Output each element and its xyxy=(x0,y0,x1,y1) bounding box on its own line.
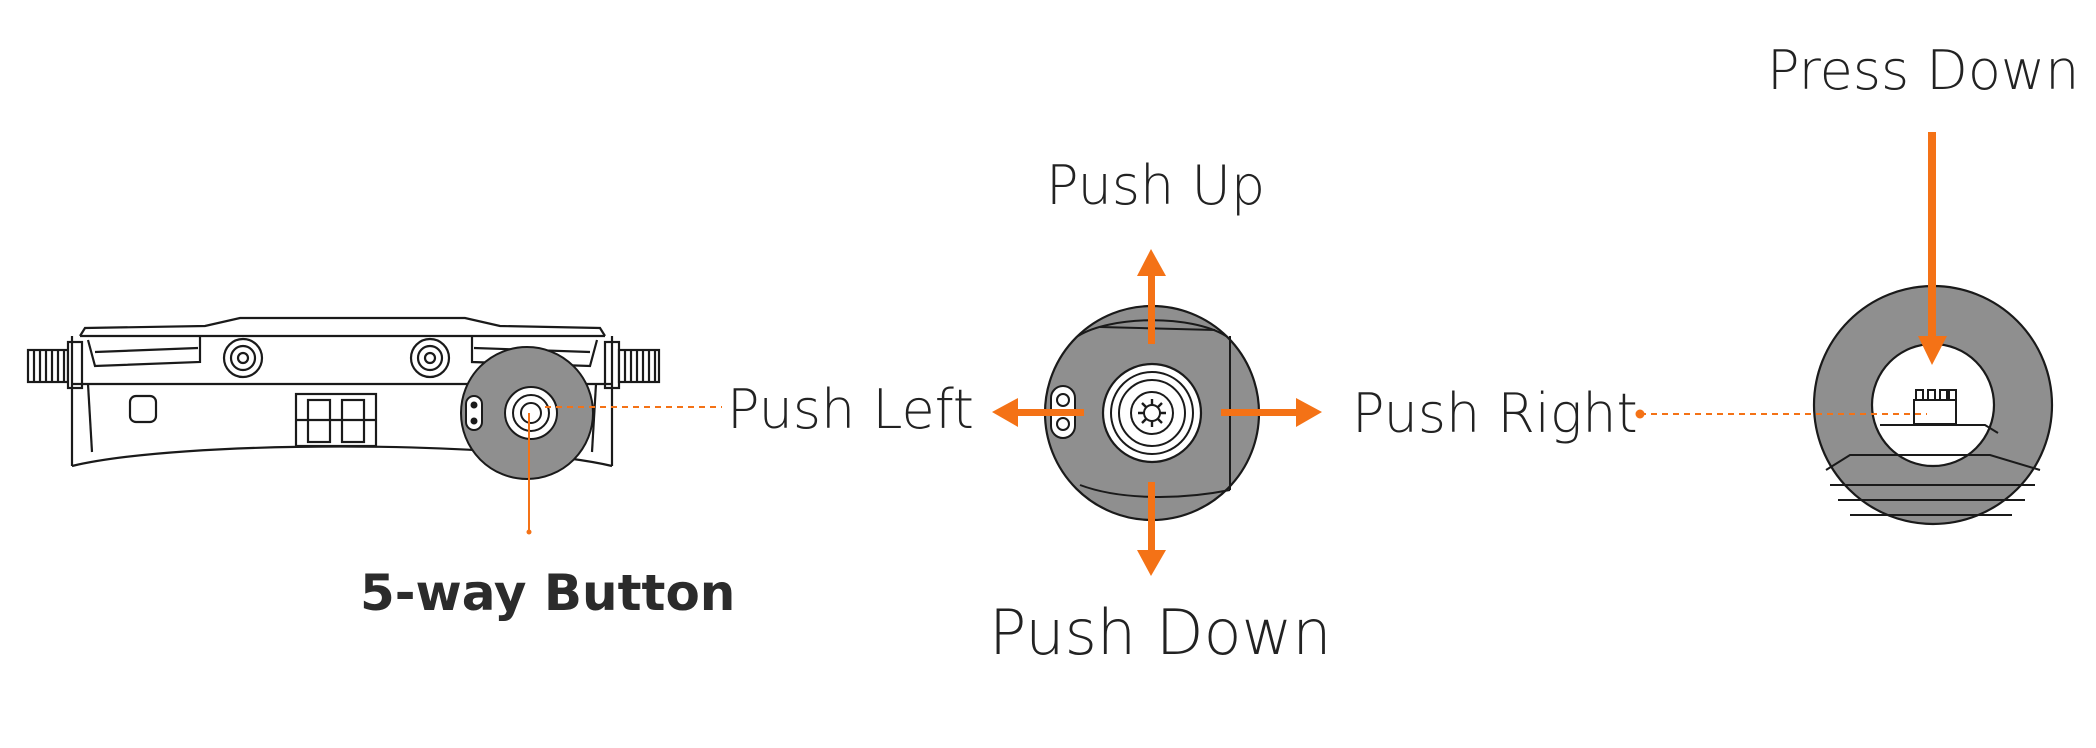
press-down-zoom xyxy=(1812,284,2054,526)
button-cap-side-icon xyxy=(1913,389,1957,425)
arrow-left-icon xyxy=(992,398,1084,427)
device-top-shell xyxy=(79,316,606,337)
arrow-press-down-icon xyxy=(1918,132,1947,365)
arrow-right-icon xyxy=(1221,398,1322,427)
label-five-way-button: 5-way Button xyxy=(360,564,736,622)
small-square-button xyxy=(128,394,158,424)
top-port-right xyxy=(409,337,451,379)
center-latch xyxy=(294,392,378,448)
label-push-down: Push Down xyxy=(989,596,1332,669)
arrow-up-icon xyxy=(1137,249,1166,344)
button-zoom-center xyxy=(1043,304,1261,522)
label-press-down: Press Down xyxy=(1767,39,2080,102)
arrow-down-icon xyxy=(1137,482,1166,576)
label-push-right: Push Right xyxy=(1352,382,1638,445)
push-right-leader-dot xyxy=(1635,409,1645,419)
device-zoom-bubble xyxy=(460,346,594,480)
left-antenna-connector xyxy=(26,340,84,390)
label-push-left: Push Left xyxy=(727,378,974,441)
top-port-left xyxy=(222,337,264,379)
label-push-up: Push Up xyxy=(1046,154,1266,217)
